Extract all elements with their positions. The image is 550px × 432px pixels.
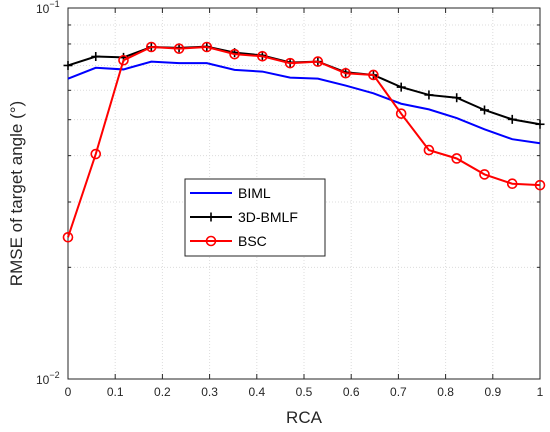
point-3d-bmlf bbox=[535, 119, 545, 129]
x-tick-label: 0.3 bbox=[201, 385, 218, 399]
point-bsc bbox=[534, 179, 546, 191]
series-biml bbox=[67, 60, 541, 145]
legend-label-3d-bmlf: 3D-BMLF bbox=[238, 209, 298, 225]
point-bsc bbox=[62, 231, 74, 243]
point-3d-bmlf bbox=[91, 52, 101, 62]
point-bsc bbox=[423, 144, 435, 156]
x-tick-label: 0.6 bbox=[343, 385, 360, 399]
legend: BIML 3D-BMLF BSC bbox=[184, 178, 326, 257]
x-tick-label: 0.2 bbox=[154, 385, 171, 399]
point-bsc bbox=[395, 108, 407, 119]
point-3d-bmlf bbox=[424, 90, 434, 100]
point-bsc bbox=[479, 169, 490, 180]
point-bsc bbox=[173, 43, 185, 54]
point-bsc bbox=[368, 69, 379, 81]
point-3d-bmlf bbox=[479, 105, 489, 115]
x-tick-label: 0.5 bbox=[296, 385, 313, 399]
point-bsc bbox=[90, 148, 102, 160]
y-tick-label: 10−1 bbox=[36, 0, 60, 16]
y-axis-label: RMSE of target angle (°) bbox=[7, 101, 26, 286]
point-bsc bbox=[229, 48, 240, 60]
series-line-biml bbox=[67, 60, 541, 145]
x-tick-label: 1 bbox=[537, 385, 544, 399]
point-3d-bmlf bbox=[63, 60, 73, 70]
point-bsc bbox=[146, 41, 157, 53]
point-3d-bmlf bbox=[396, 82, 406, 92]
point-3d-bmlf bbox=[507, 114, 517, 124]
x-tick-label: 0.1 bbox=[107, 385, 124, 399]
y-axis-ticks: 10−2 10−1 bbox=[36, 0, 540, 387]
point-bsc bbox=[257, 50, 268, 62]
point-3d-bmlf bbox=[452, 93, 462, 103]
point-bsc bbox=[118, 54, 129, 66]
legend-label-biml: BIML bbox=[238, 185, 271, 201]
legend-label-bsc: BSC bbox=[238, 233, 267, 249]
x-tick-label: 0.4 bbox=[248, 385, 265, 399]
x-tick-label: 0.9 bbox=[484, 385, 501, 399]
legend-marker-bsc bbox=[205, 235, 217, 247]
x-tick-label: 0.8 bbox=[437, 385, 454, 399]
point-bsc bbox=[451, 153, 462, 164]
series-bsc bbox=[62, 41, 546, 243]
point-bsc bbox=[340, 67, 351, 79]
point-bsc bbox=[506, 178, 518, 190]
x-tick-label: 0 bbox=[65, 385, 72, 399]
point-bsc bbox=[312, 56, 324, 67]
y-tick-label: 10−2 bbox=[36, 370, 60, 387]
x-axis-ticks: 0 0.1 0.2 0.3 0.4 0.5 0.6 0.7 0.8 0.9 1 bbox=[65, 8, 544, 399]
series-layer bbox=[62, 41, 546, 243]
point-bsc bbox=[201, 41, 213, 53]
point-bsc bbox=[284, 57, 296, 69]
x-tick-label: 0.7 bbox=[390, 385, 407, 399]
legend-marker-3d-bmlf bbox=[206, 212, 216, 222]
series-line-3d-bmlf bbox=[67, 45, 541, 126]
x-axis-label: RCA bbox=[286, 408, 323, 427]
